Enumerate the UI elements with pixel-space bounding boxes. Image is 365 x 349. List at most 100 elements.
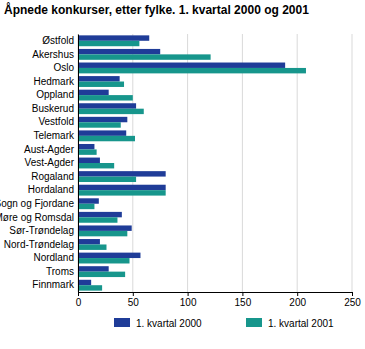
series xyxy=(78,41,306,291)
tick: Sør-Trøndelag xyxy=(9,225,74,236)
tick: Østfold xyxy=(42,35,74,46)
bar xyxy=(78,225,132,230)
tick-label: Rogaland xyxy=(31,171,74,182)
bar xyxy=(78,136,135,141)
tick-label: Møre og Romsdal xyxy=(0,212,74,223)
bar xyxy=(78,35,149,40)
title: Åpnede konkurser, etter fylke. 1. kvarta… xyxy=(4,2,309,17)
tick: Finnmark xyxy=(32,279,75,290)
tick-label: Aust-Agder xyxy=(24,144,75,155)
tick-label: Telemark xyxy=(33,130,75,141)
tick-mark xyxy=(352,292,353,296)
tick-label: 150 xyxy=(235,297,252,308)
bar xyxy=(78,217,117,222)
bar xyxy=(78,95,133,100)
tick-label: Vest-Agder xyxy=(25,157,75,168)
bar xyxy=(78,41,139,46)
tick-label: Oppland xyxy=(36,89,74,100)
tick-label: Akershus xyxy=(32,49,74,60)
bar xyxy=(78,171,166,176)
bar xyxy=(78,258,130,263)
tick-mark xyxy=(133,292,134,296)
tick: Nordland xyxy=(33,252,74,263)
tick: Oslo xyxy=(53,62,74,73)
tick-label: Hedmark xyxy=(33,76,75,87)
tick: Akershus xyxy=(32,49,74,60)
grid-line xyxy=(78,34,79,292)
tick-label: Sogn og Fjordane xyxy=(0,198,74,209)
bar xyxy=(78,253,140,258)
tick: 150 xyxy=(235,292,252,308)
bar xyxy=(78,90,109,95)
bar xyxy=(78,272,125,277)
bar xyxy=(78,82,124,87)
tick-label: Hordaland xyxy=(28,184,74,195)
tick-label: Sør-Trøndelag xyxy=(9,225,74,236)
bar xyxy=(78,266,109,271)
bar xyxy=(78,63,285,68)
bar xyxy=(78,190,166,195)
bar xyxy=(78,204,94,209)
tick-mark xyxy=(78,292,79,296)
bar xyxy=(78,76,120,81)
bar xyxy=(78,158,100,163)
chart: Åpnede konkurser, etter fylke. 1. kvarta… xyxy=(0,0,365,349)
bar xyxy=(78,177,136,182)
tick-label: Nord-Trøndelag xyxy=(4,239,74,250)
legend-swatch xyxy=(114,318,130,327)
tick-label: 0 xyxy=(76,297,82,308)
tick: Oppland xyxy=(36,89,74,100)
bar xyxy=(78,68,306,73)
tick: Vestfold xyxy=(38,116,74,127)
tick-label: Nordland xyxy=(33,252,74,263)
tick: Nord-Trøndelag xyxy=(4,239,74,250)
tick: 250 xyxy=(344,292,361,308)
tick: Aust-Agder xyxy=(24,144,75,155)
bar xyxy=(78,122,121,127)
legend: 1. kvartal 2000 1. kvartal 2001 xyxy=(114,318,334,329)
bar xyxy=(78,130,126,135)
tick: Troms xyxy=(46,266,74,277)
tick-label: 50 xyxy=(128,297,140,308)
bar xyxy=(78,109,144,114)
tick: Vest-Agder xyxy=(25,157,75,168)
legend-swatch xyxy=(246,318,262,327)
bar xyxy=(78,163,114,168)
tick: Buskerud xyxy=(32,103,74,114)
legend-label: 1. kvartal 2000 xyxy=(136,318,202,329)
grid-line xyxy=(352,34,353,292)
bar xyxy=(78,280,91,285)
tick-label: 200 xyxy=(289,297,306,308)
bar xyxy=(78,185,166,190)
tick-label: Vestfold xyxy=(38,116,74,127)
bar xyxy=(78,54,211,59)
tick-mark xyxy=(188,292,189,296)
x-axis: 0 50 100 150 200 250 xyxy=(76,292,362,308)
bar xyxy=(78,144,94,149)
tick-label: Troms xyxy=(46,266,74,277)
tick: 100 xyxy=(180,292,197,308)
bar xyxy=(78,285,102,290)
tick: Rogaland xyxy=(31,171,74,182)
tick: Sogn og Fjordane xyxy=(0,198,74,209)
bar xyxy=(78,244,106,249)
tick: Hordaland xyxy=(28,184,74,195)
tick: 50 xyxy=(128,292,140,308)
legend-item: 1. kvartal 2000 xyxy=(114,318,202,329)
axis-line xyxy=(78,35,79,293)
bar xyxy=(78,103,136,108)
bar xyxy=(78,198,99,203)
tick-label: Østfold xyxy=(42,35,74,46)
tick-mark xyxy=(297,292,298,296)
bar xyxy=(78,212,122,217)
legend-label: 1. kvartal 2001 xyxy=(268,318,334,329)
tick: 200 xyxy=(289,292,306,308)
bars xyxy=(78,35,306,290)
tick-label: Oslo xyxy=(53,62,74,73)
tick-label: Finnmark xyxy=(32,279,75,290)
bar xyxy=(78,239,100,244)
y-axis: Østfold Akershus Oslo Hedmark Oppland Buskeru… xyxy=(0,35,79,293)
tick-mark xyxy=(242,292,243,296)
bar xyxy=(78,231,127,236)
tick: 0 xyxy=(76,292,82,308)
